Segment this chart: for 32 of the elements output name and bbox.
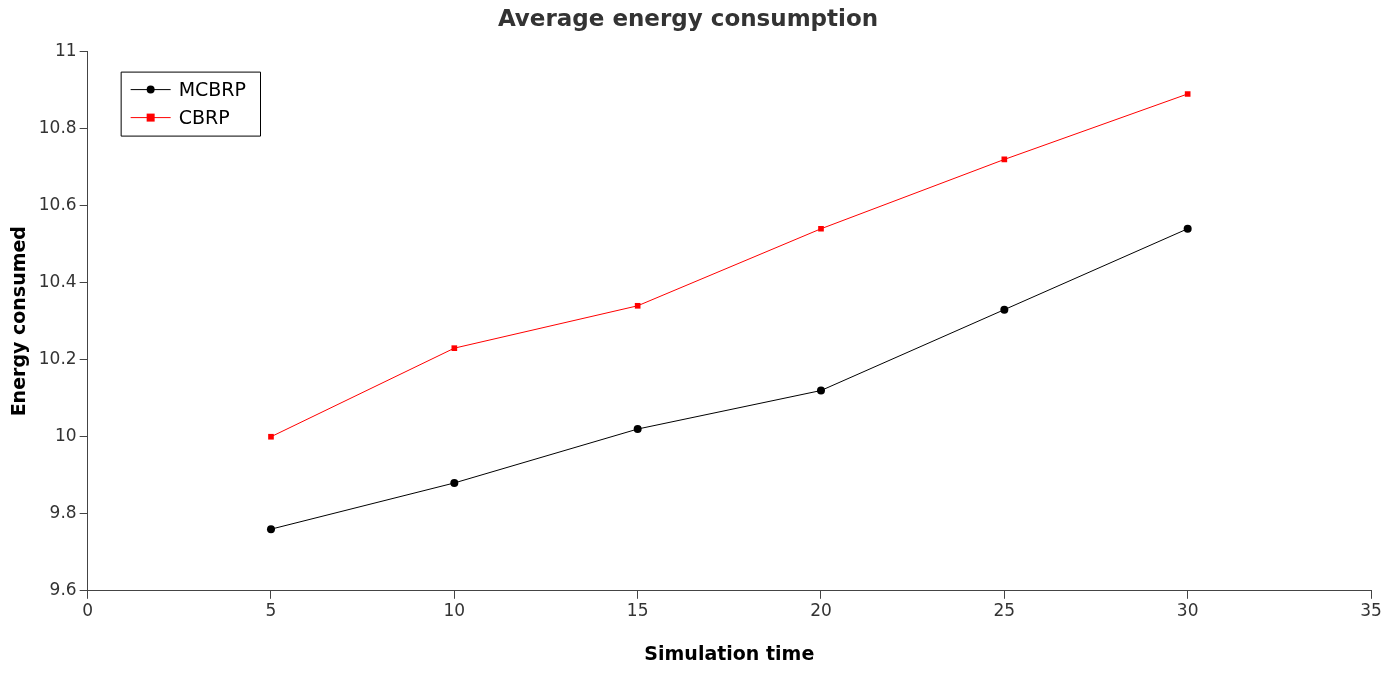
x-tick-label: 0: [82, 600, 94, 621]
x-tick-label: 35: [1360, 600, 1382, 621]
x-axis-title: Simulation time: [644, 641, 815, 664]
point: [268, 433, 274, 440]
y-tick-label: 10: [55, 425, 77, 446]
point: [818, 225, 824, 232]
y-tick-label: 9.6: [49, 579, 77, 600]
point: [450, 478, 459, 487]
point: [816, 386, 825, 395]
y-axis-title: Energy consumed: [7, 226, 30, 417]
x-tick-label: 15: [626, 600, 649, 621]
y-tick-label: 10.4: [38, 271, 77, 292]
point: [266, 525, 275, 534]
chart-title: Average energy consumption: [497, 4, 879, 31]
point: [1183, 224, 1192, 233]
point: [1000, 305, 1009, 314]
x-tick-label: 20: [810, 600, 832, 621]
point: [451, 345, 458, 351]
point: [634, 302, 641, 309]
y-tick-label: 11: [55, 40, 77, 61]
x-tick-label: 30: [1176, 600, 1199, 621]
y-tick-label: 10.8: [38, 117, 77, 138]
point: [1184, 91, 1191, 97]
x-tick-label: 10: [443, 600, 466, 621]
y-tick-label: 9.8: [49, 502, 77, 523]
y-tick-label: 10.2: [38, 348, 77, 369]
point: [633, 425, 642, 434]
y-tick-label: 10.6: [38, 194, 77, 215]
legend-label: CBRP: [178, 105, 230, 128]
x-tick-label: 25: [993, 600, 1016, 621]
x-tick-label: 5: [265, 600, 277, 621]
legend-label: MCBRP: [178, 77, 247, 100]
